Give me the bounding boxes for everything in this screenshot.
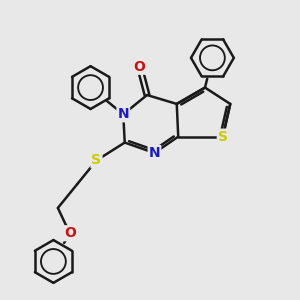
Text: O: O bbox=[134, 60, 146, 74]
Text: O: O bbox=[64, 226, 76, 240]
Text: S: S bbox=[218, 130, 228, 144]
Text: S: S bbox=[92, 153, 101, 167]
Text: N: N bbox=[117, 107, 129, 121]
Text: N: N bbox=[148, 146, 160, 160]
